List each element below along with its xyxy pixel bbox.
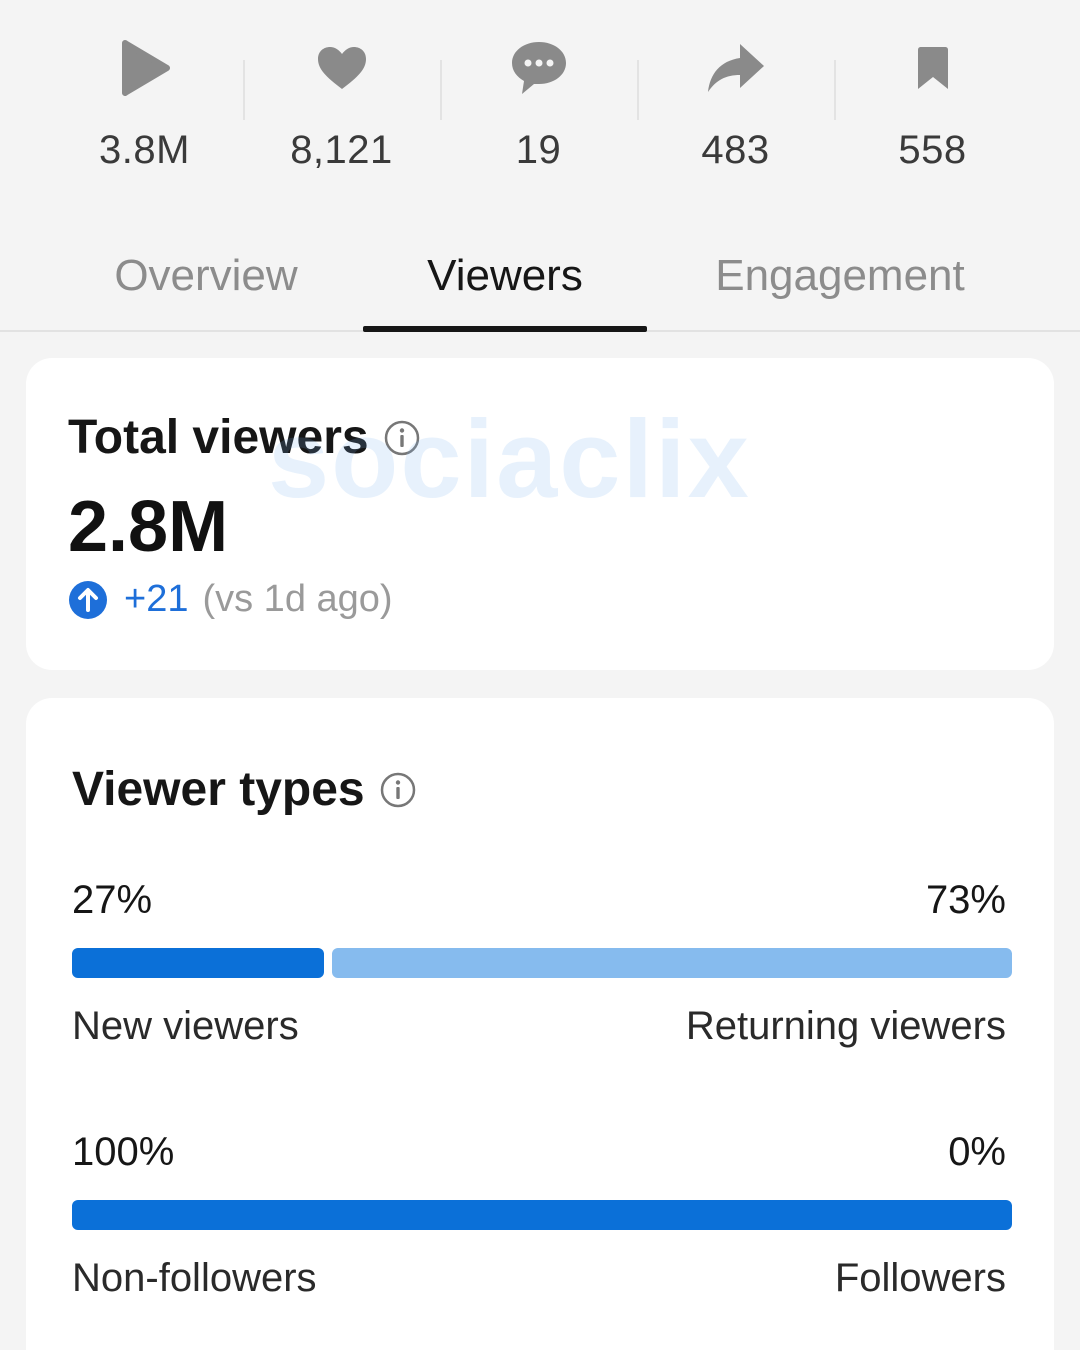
followers-label: Followers	[834, 1256, 1006, 1300]
tab-engagement-label: Engagement	[715, 251, 965, 300]
returning-viewers-bar	[332, 948, 1012, 978]
non-followers-bar	[72, 1200, 1012, 1230]
stat-divider	[637, 60, 639, 120]
tab-viewers[interactable]: Viewers	[363, 222, 647, 332]
viewer-types-card: Viewer types 27% 73% New viewers Returni…	[26, 698, 1054, 1350]
info-icon[interactable]	[379, 771, 417, 809]
tab-engagement[interactable]: Engagement	[690, 222, 990, 330]
heart-icon	[310, 36, 374, 100]
stats-row: 3.8M 8,121 19 483 558	[46, 30, 1032, 190]
new-viewers-percent: 27%	[72, 878, 153, 922]
comment-icon	[507, 36, 571, 100]
tab-bar: Overview Viewers Engagement	[0, 222, 1080, 332]
total-viewers-value: 2.8M	[68, 487, 229, 567]
stat-views: 3.8M	[46, 30, 243, 190]
stat-divider	[834, 60, 836, 120]
play-icon	[113, 36, 177, 100]
tab-overview[interactable]: Overview	[72, 222, 340, 330]
stat-value-comments: 19	[515, 128, 562, 172]
total-viewers-delta: +21 (vs 1d ago)	[68, 578, 393, 621]
returning-viewers-percent: 73%	[925, 878, 1006, 922]
non-followers-percent: 100%	[72, 1130, 175, 1174]
stat-saves: 558	[834, 30, 1031, 190]
stat-likes: 8,121	[243, 30, 440, 190]
bookmark-icon	[901, 36, 965, 100]
stat-value-likes: 8,121	[290, 128, 393, 172]
new-viewers-bar	[72, 948, 324, 978]
tab-viewers-label: Viewers	[427, 251, 583, 300]
viewer-types-title-text: Viewer types	[72, 763, 365, 816]
delta-comparison: (vs 1d ago)	[202, 578, 393, 620]
stat-comments: 19	[440, 30, 637, 190]
stat-divider	[440, 60, 442, 120]
info-icon[interactable]	[383, 419, 421, 457]
new-viewers-label: New viewers	[72, 1004, 299, 1048]
returning-viewers-label: Returning viewers	[685, 1004, 1006, 1048]
delta-value: +21	[124, 578, 189, 620]
stat-value-shares: 483	[701, 128, 770, 172]
stat-value-saves: 558	[898, 128, 967, 172]
total-viewers-card: Total viewers 2.8M +21 (vs 1d ago)	[26, 358, 1054, 670]
non-followers-label: Non-followers	[72, 1256, 317, 1300]
stat-divider	[243, 60, 245, 120]
followers-percent: 0%	[948, 1130, 1006, 1174]
share-icon	[704, 36, 768, 100]
stat-value-views: 3.8M	[99, 128, 190, 172]
arrow-up-circle-icon	[69, 580, 107, 619]
stat-shares: 483	[637, 30, 834, 190]
total-viewers-title: Total viewers	[68, 410, 421, 465]
active-tab-indicator	[363, 326, 647, 332]
total-viewers-title-text: Total viewers	[68, 411, 369, 464]
viewer-types-title: Viewer types	[72, 762, 417, 817]
tab-overview-label: Overview	[114, 251, 298, 300]
